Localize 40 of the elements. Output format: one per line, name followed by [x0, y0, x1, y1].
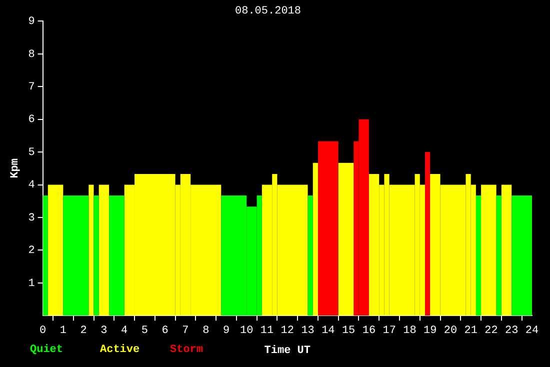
y-tick-label: 7 — [28, 82, 35, 94]
x-tick-label: 23 — [505, 325, 518, 338]
y-tick-label: 5 — [28, 146, 35, 159]
x-tick-label: 18 — [403, 325, 416, 338]
y-tick-label: 3 — [28, 212, 35, 224]
y-tick-label: 9 — [28, 16, 35, 28]
x-tick-label: 14 — [322, 325, 336, 338]
x-tick-label: 22 — [484, 325, 498, 338]
x-tick-label: 10 — [240, 325, 254, 338]
y-tick-label: 8 — [28, 48, 35, 61]
x-tick-label: 5 — [141, 325, 148, 338]
x-tick-label: 4 — [121, 325, 128, 338]
x-tick-label: 13 — [301, 325, 314, 338]
x-tick-label: 17 — [382, 325, 396, 338]
x-tick-label: 12 — [280, 325, 294, 338]
x-tick-label: 16 — [362, 325, 376, 338]
x-tick-label: 0 — [39, 325, 46, 338]
x-tick-label: 24 — [525, 325, 539, 338]
x-tick-label: 21 — [464, 325, 478, 338]
y-axis-title: Kpm — [9, 158, 22, 178]
x-tick-label: 3 — [100, 325, 108, 338]
y-tick-label: 2 — [28, 245, 35, 258]
x-tick-label: 20 — [444, 325, 458, 338]
x-tick-label: 6 — [162, 325, 168, 338]
x-tick-label: 1 — [60, 325, 67, 338]
x-tick-label: 7 — [182, 325, 189, 338]
text: Quiet — [30, 344, 64, 356]
x-tick-label: 19 — [423, 325, 437, 338]
text: Active — [100, 344, 140, 356]
x-tick-label: 2 — [80, 325, 87, 338]
x-tick-label: 11 — [260, 325, 274, 338]
x-axis-title: Time UT — [264, 345, 311, 358]
y-tick-label: 4 — [28, 180, 36, 192]
chart-title: 08.05.2018 — [234, 6, 302, 18]
y-tick-label: 6 — [28, 114, 35, 126]
text: Storm — [170, 344, 204, 356]
y-tick-label: 1 — [28, 278, 36, 290]
x-tick-label: 8 — [202, 325, 210, 338]
x-tick-label: 9 — [222, 325, 230, 338]
x-tick-label: 15 — [342, 325, 356, 338]
